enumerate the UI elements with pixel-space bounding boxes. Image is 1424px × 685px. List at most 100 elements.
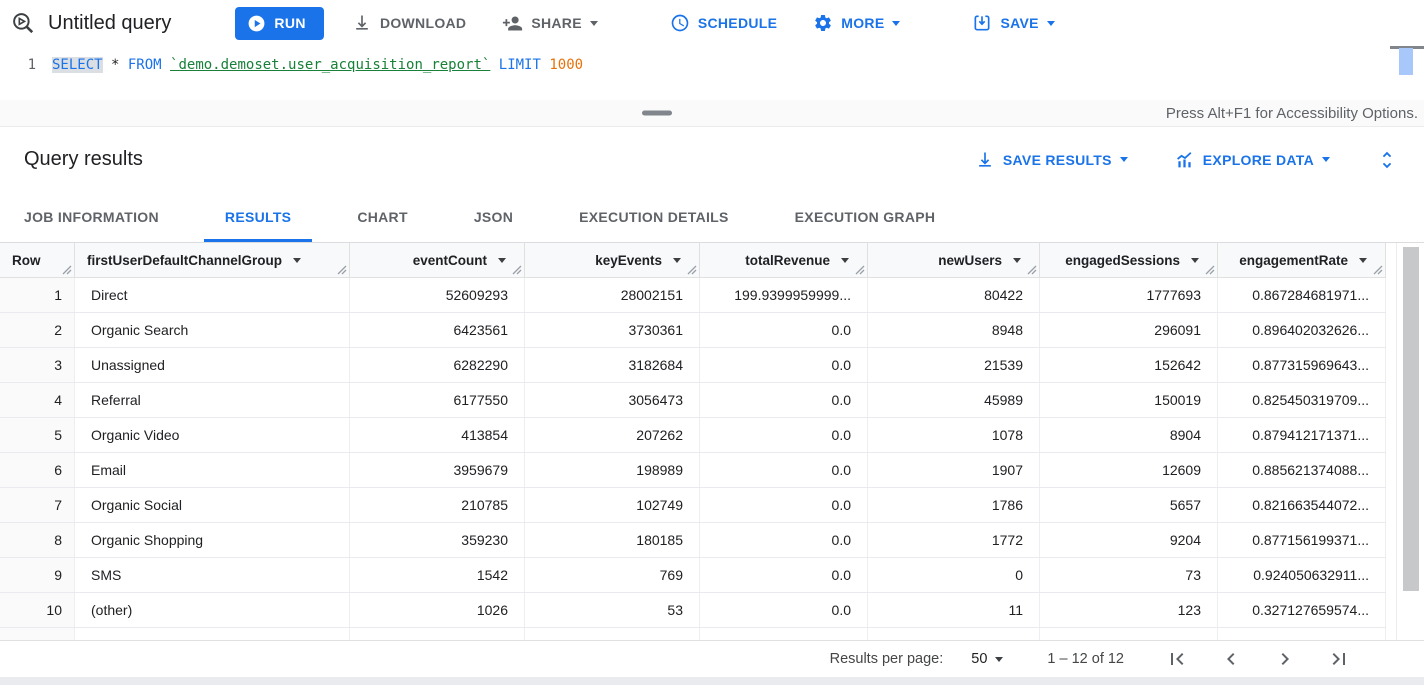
column-menu-caret-icon[interactable] <box>1191 257 1199 263</box>
more-button[interactable]: MORE <box>813 13 901 33</box>
tab-job-information[interactable]: JOB INFORMATION <box>24 209 159 225</box>
explore-data-label: EXPLORE DATA <box>1202 151 1314 168</box>
next-page-button[interactable] <box>1258 644 1312 674</box>
sql-token <box>490 57 498 73</box>
table-cell: 337 <box>350 628 525 640</box>
column-header-firstuserdefaultchannelgroup[interactable]: firstUserDefaultChannelGroup <box>75 243 350 277</box>
table-cell: 8948 <box>868 313 1040 347</box>
table-cell: 6423561 <box>350 313 525 347</box>
column-resize-handle[interactable] <box>1027 265 1037 275</box>
splitter-drag-handle[interactable] <box>642 110 672 116</box>
column-header-totalrevenue[interactable]: totalRevenue <box>700 243 868 277</box>
table-cell: 0.0 <box>700 488 868 522</box>
last-page-button[interactable] <box>1312 644 1366 674</box>
sql-token: LIMIT <box>498 57 541 73</box>
sql-token <box>162 57 170 73</box>
tab-results[interactable]: RESULTS <box>192 192 324 242</box>
scrollbar-thumb[interactable] <box>1403 247 1419 591</box>
column-resize-handle[interactable] <box>687 265 697 275</box>
column-resize-handle[interactable] <box>1205 265 1215 275</box>
row-number-cell: 1 <box>0 278 75 312</box>
prev-page-button[interactable] <box>1204 644 1258 674</box>
sql-token: * <box>102 57 128 73</box>
column-label: eventCount <box>412 252 487 268</box>
table-cell: 73 <box>1040 558 1218 592</box>
explore-data-button[interactable]: EXPLORE DATA <box>1174 149 1330 170</box>
table-cell: SMS <box>75 558 350 592</box>
column-resize-handle[interactable] <box>1373 265 1383 275</box>
column-resize-handle[interactable] <box>512 265 522 275</box>
tab-execution-details[interactable]: EXECUTION DETAILS <box>579 209 729 225</box>
table-row: 1 Direct 52609293 28002151 199.9399959999...… <box>0 278 1386 313</box>
sql-editor[interactable]: 1 SELECT * FROM `demo.demoset.user_acqui… <box>0 46 1424 100</box>
column-menu-caret-icon[interactable] <box>841 257 849 263</box>
query-results-header: Query results SAVE RESULTS EXPLORE <box>0 127 1424 192</box>
chevron-down-icon <box>1322 157 1330 162</box>
column-menu-caret-icon[interactable] <box>498 257 506 263</box>
results-title: Query results <box>24 148 143 170</box>
table-cell: 134 <box>525 628 700 640</box>
more-label: MORE <box>841 15 885 31</box>
table-cell: 1786 <box>868 488 1040 522</box>
chevron-down-icon <box>1046 20 1055 26</box>
collapse-results-button[interactable] <box>1376 149 1398 171</box>
table-cell: 21539 <box>868 348 1040 382</box>
column-resize-handle[interactable] <box>337 265 347 275</box>
row-number-cell: 4 <box>0 383 75 417</box>
table-cell: Organic Social <box>75 488 350 522</box>
column-header-keyevents[interactable]: keyEvents <box>525 243 700 277</box>
save-button[interactable]: SAVE <box>972 13 1055 33</box>
column-header-row[interactable]: Row <box>0 243 75 277</box>
table-cell: 0.924050632911... <box>1218 558 1386 592</box>
table-cell: 1542 <box>350 558 525 592</box>
table-cell: Email <box>75 453 350 487</box>
column-menu-caret-icon[interactable] <box>673 257 681 263</box>
line-number: 1 <box>27 57 36 73</box>
column-menu-caret-icon[interactable] <box>1359 257 1367 263</box>
column-label: keyEvents <box>595 252 662 268</box>
tab-json[interactable]: JSON <box>473 209 514 225</box>
column-resize-handle[interactable] <box>62 265 72 275</box>
column-header-engagedsessions[interactable]: engagedSessions <box>1040 243 1218 277</box>
table-cell: 0.867284681971... <box>1218 278 1386 312</box>
column-header-engagementrate[interactable]: engagementRate <box>1218 243 1386 277</box>
column-header-eventcount[interactable]: eventCount <box>350 243 525 277</box>
sql-table-reference-link[interactable]: `demo.demoset.user_acquisition_report` <box>170 57 491 73</box>
table-cell: 0.0 <box>700 453 868 487</box>
table-cell: 296091 <box>1040 313 1218 347</box>
table-cell: 1777693 <box>1040 278 1218 312</box>
download-button[interactable]: DOWNLOAD <box>352 13 466 33</box>
run-button[interactable]: RUN <box>235 6 324 40</box>
table-row: 8 Organic Shopping 359230 180185 0.0 1772 9204… <box>0 523 1386 558</box>
table-vertical-scrollbar[interactable] <box>1396 243 1424 640</box>
horizontal-scrollbar-track[interactable] <box>0 677 1424 685</box>
table-cell: 11 <box>868 593 1040 627</box>
tab-chart[interactable]: CHART <box>357 209 408 225</box>
column-header-newusers[interactable]: newUsers <box>868 243 1040 277</box>
table-row: 5 Organic Video 413854 207262 0.0 1078 8904 0.8… <box>0 418 1386 453</box>
first-page-button[interactable] <box>1150 644 1204 674</box>
editor-scrollbar-thumb[interactable] <box>1399 48 1413 75</box>
sql-token: FROM <box>127 57 162 73</box>
play-circle-icon <box>247 14 266 33</box>
tab-execution-graph[interactable]: EXECUTION GRAPH <box>794 209 936 225</box>
column-menu-caret-icon[interactable] <box>293 257 302 263</box>
page-size-select[interactable]: 50 <box>971 651 1004 667</box>
table-cell: 0.896402032626... <box>1218 313 1386 347</box>
column-resize-handle[interactable] <box>855 265 865 275</box>
table-cell: 0.327127659574... <box>1218 593 1386 627</box>
table-cell: 53 <box>525 593 700 627</box>
row-number-cell: 8 <box>0 523 75 557</box>
table-cell: 152642 <box>1040 348 1218 382</box>
unfold-icon <box>1376 149 1398 171</box>
pagination-footer: Results per page: 50 1 – 12 of 12 <box>0 640 1424 677</box>
table-cell: 198989 <box>525 453 700 487</box>
code-line-tokens[interactable]: SELECT * FROM `demo.demoset.user_acquisi… <box>52 54 583 76</box>
table-cell: 0.879412171371... <box>1218 418 1386 452</box>
table-cell: 9 <box>868 628 1040 640</box>
schedule-button[interactable]: SCHEDULE <box>670 13 777 33</box>
table-cell: 6177550 <box>350 383 525 417</box>
column-menu-caret-icon[interactable] <box>1013 257 1021 263</box>
share-button[interactable]: SHARE <box>502 13 598 34</box>
save-results-button[interactable]: SAVE RESULTS <box>975 150 1128 170</box>
